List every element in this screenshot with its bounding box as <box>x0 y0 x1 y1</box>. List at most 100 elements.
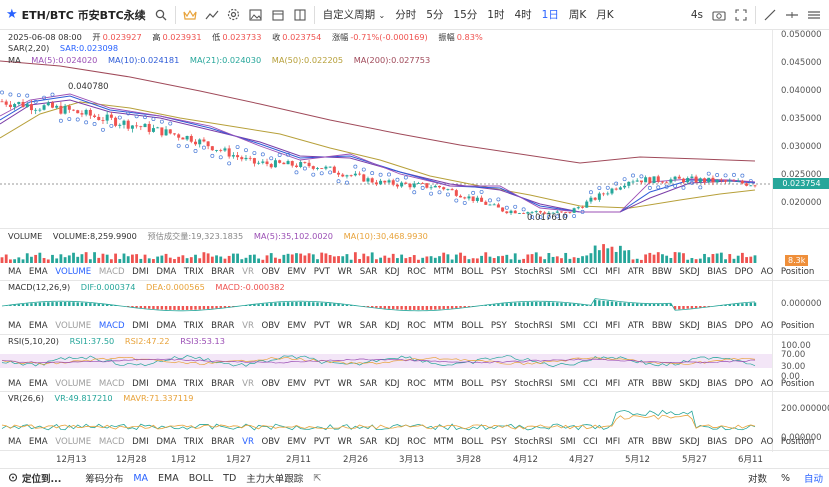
indicator-tab[interactable]: CCI <box>583 321 598 331</box>
indicator-tab[interactable]: PSY <box>490 321 507 331</box>
indicator-tab[interactable]: BRAR <box>211 267 235 277</box>
indicator-tab[interactable]: BRAR <box>211 379 235 389</box>
camera-icon[interactable] <box>708 4 730 26</box>
indicator-chart-icon[interactable] <box>201 4 223 26</box>
indicator-tab[interactable]: ATR <box>627 437 645 447</box>
indicator-tab[interactable]: MFI <box>605 321 621 331</box>
indicator-tab[interactable]: SAR <box>359 437 378 447</box>
indicator-tab[interactable]: MA <box>8 267 22 277</box>
indicator-tab[interactable]: SAR <box>359 321 378 331</box>
indicator-tab[interactable]: EMA <box>28 437 48 447</box>
custom-period-dropdown[interactable]: 自定义周期 ⌄ <box>318 7 391 22</box>
indicator-tab[interactable]: ROC <box>407 321 426 331</box>
indicator-tab[interactable]: PVT <box>313 321 331 331</box>
indicator-tab[interactable]: DPO <box>734 267 754 277</box>
indicator-tab[interactable]: VR <box>242 321 254 331</box>
indicator-tab[interactable]: SKDJ <box>679 379 700 389</box>
indicator-tab[interactable]: VOLUME <box>55 437 92 447</box>
interval-tab-active[interactable]: 1日 <box>541 9 559 21</box>
indicator-tab[interactable]: EMA <box>28 267 48 277</box>
indicator-tab[interactable]: BRAR <box>211 321 235 331</box>
indicator-tab[interactable]: PSY <box>490 267 507 277</box>
indicator-tab[interactable]: AO <box>760 267 774 277</box>
interval-tab[interactable]: 5分 <box>426 9 444 21</box>
symbol-selector[interactable]: ★ ETH/BTC 币安BTC永续 <box>0 7 146 23</box>
indicator-tab[interactable]: ATR <box>627 267 645 277</box>
indicator-tab[interactable]: KDJ <box>384 321 400 331</box>
indicator-tab[interactable]: DMI <box>132 267 149 277</box>
indicator-tab[interactable]: BBW <box>651 267 672 277</box>
indicator-tab[interactable]: SMI <box>560 267 576 277</box>
indicator-tab[interactable]: PVT <box>313 437 331 447</box>
indicator-tab[interactable]: ROC <box>407 267 426 277</box>
menu-icon[interactable] <box>803 4 825 26</box>
indicator-tab[interactable]: SKDJ <box>679 437 700 447</box>
indicator-tab[interactable]: SAR <box>359 379 378 389</box>
indicator-tab[interactable]: MA <box>8 321 22 331</box>
indicator-tab[interactable]: DMA <box>156 321 177 331</box>
indicator-tab[interactable]: MTM <box>433 267 454 277</box>
indicator-tab[interactable]: EMV <box>287 321 307 331</box>
indicator-tab[interactable]: TRIX <box>183 437 204 447</box>
indicator-tab[interactable]: CCI <box>583 267 598 277</box>
price-axis[interactable]: 0.050000 0.045000 0.040000 0.035000 0.03… <box>772 30 829 452</box>
indicator-tab[interactable]: BBW <box>651 379 672 389</box>
star-icon[interactable]: ★ <box>6 7 18 22</box>
indicator-tab[interactable]: BBW <box>651 321 672 331</box>
indicator-tab[interactable]: EMV <box>287 379 307 389</box>
indicator-tab[interactable]: PSY <box>490 379 507 389</box>
indicator-tab[interactable]: Position <box>780 379 815 389</box>
indicator-tab[interactable]: VOLUME <box>55 267 92 277</box>
indicator-tab[interactable]: TRIX <box>183 321 204 331</box>
indicator-tab[interactable]: VR <box>242 379 254 389</box>
indicator-tab[interactable]: MACD <box>98 437 125 447</box>
indicator-tab[interactable]: WR <box>337 379 353 389</box>
indicator-tab[interactable]: ATR <box>627 379 645 389</box>
indicator-tab[interactable]: BOLL <box>461 379 484 389</box>
indicator-tab[interactable]: MFI <box>605 437 621 447</box>
indicator-tab[interactable]: EMA <box>28 321 48 331</box>
indicator-tab[interactable]: StochRSI <box>514 437 553 447</box>
indicator-tab[interactable]: OBV <box>261 437 280 447</box>
indicator-tab[interactable]: EMA <box>28 379 48 389</box>
indicator-tab[interactable]: MACD <box>98 267 125 277</box>
interval-tab[interactable]: 周K <box>568 9 587 21</box>
indicator-tab[interactable]: WR <box>337 321 353 331</box>
indicator-tab[interactable]: SMI <box>560 321 576 331</box>
indicator-tab[interactable]: SMI <box>560 379 576 389</box>
indicator-tab[interactable]: MACD <box>98 321 125 331</box>
indicator-tab[interactable]: MTM <box>433 437 454 447</box>
indicator-tab[interactable]: BBW <box>651 437 672 447</box>
indicator-tab[interactable]: Position <box>780 437 815 447</box>
indicator-tab[interactable]: BIAS <box>707 379 728 389</box>
indicator-tab[interactable]: VR <box>242 267 254 277</box>
indicator-tab[interactable]: KDJ <box>384 437 400 447</box>
indicator-tab[interactable]: EMV <box>287 437 307 447</box>
indicator-tab[interactable]: MTM <box>433 321 454 331</box>
indicator-tab[interactable]: EMV <box>287 267 307 277</box>
indicator-tab[interactable]: BIAS <box>707 437 728 447</box>
indicator-tab[interactable]: MA <box>8 379 22 389</box>
indicator-tab[interactable]: MA <box>8 437 22 447</box>
indicator-tab[interactable]: DMI <box>132 379 149 389</box>
refresh-rate[interactable]: 4s <box>690 8 703 21</box>
interval-tab[interactable]: 1时 <box>487 9 505 21</box>
horizontal-line-tool-icon[interactable] <box>781 4 803 26</box>
indicator-tab[interactable]: BIAS <box>707 321 728 331</box>
indicator-tab[interactable]: CCI <box>583 379 598 389</box>
indicator-tab[interactable]: MFI <box>605 267 621 277</box>
indicator-tab[interactable]: PVT <box>313 267 331 277</box>
indicator-tab[interactable]: CCI <box>583 437 598 447</box>
indicator-tab[interactable]: BOLL <box>461 437 484 447</box>
indicator-tab[interactable]: WR <box>337 437 353 447</box>
fullscreen-icon[interactable] <box>730 4 752 26</box>
interval-tab[interactable]: 15分 <box>453 9 478 21</box>
indicator-tab[interactable]: DMI <box>132 437 149 447</box>
calendar-icon[interactable] <box>267 4 289 26</box>
indicator-tab[interactable]: VR <box>242 437 254 447</box>
ma-toggle[interactable]: MA <box>133 472 149 484</box>
indicator-tab[interactable]: MTM <box>433 379 454 389</box>
search-icon[interactable] <box>150 4 172 26</box>
layout-icon[interactable] <box>289 4 311 26</box>
indicator-tab[interactable]: DMI <box>132 321 149 331</box>
